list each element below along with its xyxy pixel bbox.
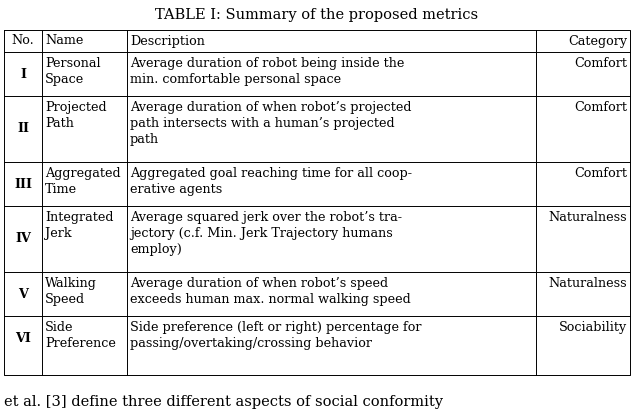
Text: et al. [3] define three different aspects of social conformity: et al. [3] define three different aspect… [4,395,443,409]
Text: Average squared jerk over the robot’s tra-: Average squared jerk over the robot’s tr… [130,211,402,224]
Text: path: path [130,133,159,146]
Text: passing/overtaking/crossing behavior: passing/overtaking/crossing behavior [130,337,372,350]
Text: r: r [527,321,533,333]
Text: Comfort: Comfort [574,167,627,180]
Text: IV: IV [15,233,31,246]
Text: Time: Time [45,183,77,196]
Text: Category: Category [568,34,627,47]
Text: No.: No. [12,34,35,47]
Text: Side: Side [45,321,74,333]
Text: Personal: Personal [45,57,100,70]
Text: II: II [17,123,29,136]
Text: Preference: Preference [45,337,116,350]
Text: I: I [20,68,26,81]
Text: employ): employ) [130,243,182,256]
Text: Comfort: Comfort [574,101,627,114]
Text: Naturalness: Naturalness [548,277,627,290]
Text: exceeds human max. normal walking speed: exceeds human max. normal walking speed [130,293,411,306]
Text: TABLE I: Summary of the proposed metrics: TABLE I: Summary of the proposed metrics [156,8,479,22]
Text: path intersects with a human’s projected: path intersects with a human’s projected [130,117,395,130]
Text: min. comfortable personal space: min. comfortable personal space [130,73,341,86]
Text: e: e [525,57,533,70]
Text: s: s [527,227,533,240]
Text: jectory (c.f. Min. Jerk Trajectory humans: jectory (c.f. Min. Jerk Trajectory human… [130,227,393,240]
Text: erative agents: erative agents [130,183,222,196]
Text: Speed: Speed [45,293,85,306]
Text: V: V [18,288,28,300]
Text: III: III [14,178,32,191]
Text: Walking: Walking [45,277,97,290]
Text: Jerk: Jerk [45,227,72,240]
Text: Average duration of when robot’s speed: Average duration of when robot’s speed [130,277,388,290]
Text: Name: Name [45,34,83,47]
Text: Path: Path [45,117,74,130]
Text: Naturalness: Naturalness [548,211,627,224]
Text: Comfort: Comfort [574,57,627,70]
Text: Projected: Projected [45,101,107,114]
Text: -: - [529,211,533,224]
Text: Integrated: Integrated [45,211,113,224]
Text: Space: Space [45,73,84,86]
Text: Average duration of robot being inside the: Average duration of robot being inside t… [130,57,404,70]
Text: Aggregated: Aggregated [45,167,120,180]
Text: d: d [525,101,533,114]
Text: Description: Description [130,34,205,47]
Text: Side preference (left or right) percentage for: Side preference (left or right) percenta… [130,321,422,333]
Text: d: d [525,117,533,130]
Text: VI: VI [15,331,31,344]
Text: Average duration of when robot’s projected: Average duration of when robot’s project… [130,101,412,114]
Text: d: d [525,277,533,290]
Text: -: - [529,167,533,180]
Text: Sociability: Sociability [559,321,627,333]
Text: Aggregated goal reaching time for all coop-: Aggregated goal reaching time for all co… [130,167,412,180]
